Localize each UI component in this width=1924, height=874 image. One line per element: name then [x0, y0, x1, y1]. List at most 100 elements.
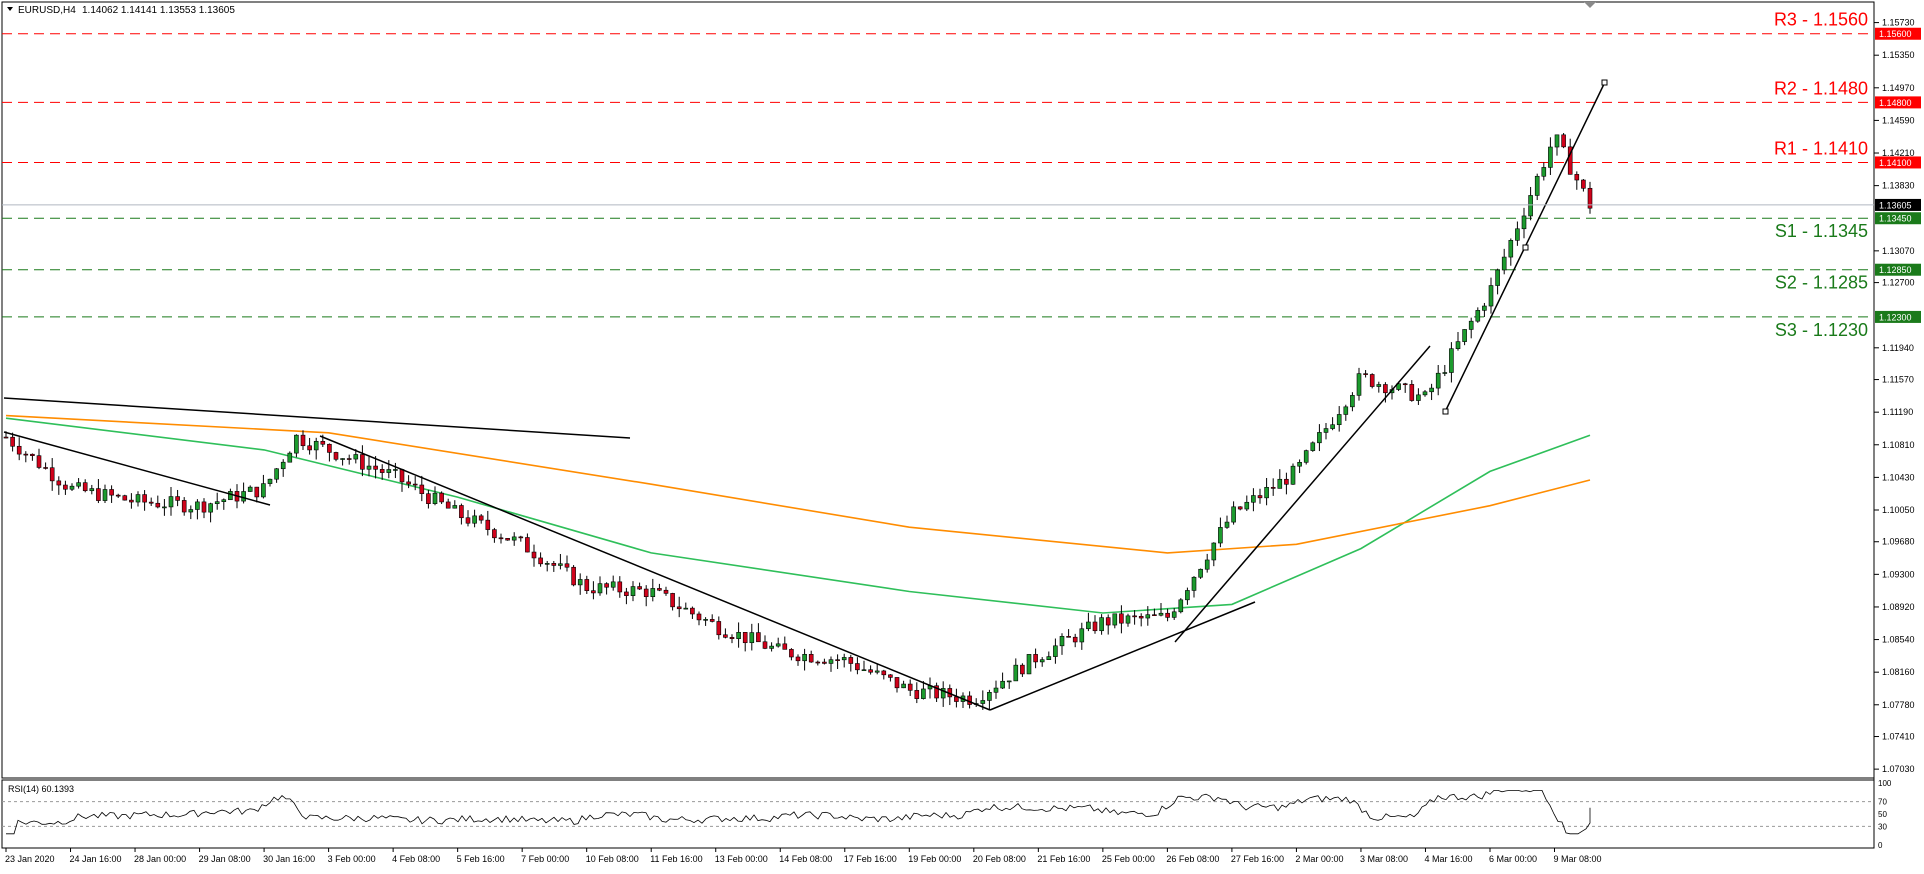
- candle-body: [1218, 527, 1223, 544]
- candle-body: [861, 669, 867, 672]
- candle-body: [49, 467, 55, 482]
- price-axis: 1.15730 1.15350 1.14970 1.14590 1.14210 1.138…: [1874, 18, 1915, 774]
- candle-body: [373, 465, 378, 470]
- candle-body: [1574, 174, 1580, 181]
- dropdown-triangle-icon[interactable]: [7, 7, 13, 11]
- candle-body: [1224, 521, 1230, 528]
- candle-body: [914, 690, 920, 699]
- candle-body: [195, 501, 200, 510]
- candle-body: [670, 593, 675, 608]
- price-tick-label: 1.10430: [1882, 472, 1915, 482]
- candle-body: [808, 654, 814, 663]
- candle-body: [1442, 372, 1448, 374]
- candle-body: [261, 483, 266, 498]
- candle-body: [1317, 432, 1322, 444]
- candle-body: [16, 445, 22, 455]
- time-tick-label: 17 Feb 16:00: [844, 854, 897, 864]
- candle-body: [280, 461, 286, 470]
- candle-body: [742, 632, 748, 644]
- candle-body: [723, 634, 728, 638]
- rsi-tick-label: 100: [1878, 779, 1892, 788]
- candle-body: [1165, 612, 1170, 618]
- candle-body: [1000, 680, 1005, 689]
- candle-body: [650, 588, 656, 598]
- price-tick-label: 1.13070: [1882, 246, 1915, 256]
- time-tick-label: 21 Feb 16:00: [1037, 854, 1090, 864]
- candle-body: [1548, 146, 1553, 168]
- candle-body: [1363, 373, 1368, 375]
- level-label-r3: R3 - 1.1560: [1774, 10, 1868, 30]
- candle-body: [254, 486, 260, 498]
- candle-body: [109, 489, 114, 496]
- trendline-handle[interactable]: [1601, 79, 1608, 86]
- candle-body: [333, 452, 339, 460]
- time-tick-label: 2 Mar 00:00: [1295, 854, 1343, 864]
- support-resistance-lines: [2, 33, 1874, 318]
- candle-body: [1079, 628, 1085, 643]
- level-tag-r1: [1875, 156, 1921, 169]
- time-tick-label: 3 Mar 08:00: [1360, 854, 1408, 864]
- candle-body: [10, 436, 15, 447]
- candle-body: [1112, 613, 1118, 626]
- candle-body: [1072, 636, 1078, 643]
- candle-body: [498, 537, 504, 540]
- candle-body: [294, 434, 299, 454]
- candle-body: [366, 465, 372, 470]
- candle-body: [577, 579, 583, 586]
- candle-body: [1059, 636, 1065, 647]
- candle-body: [888, 674, 893, 678]
- candle-body: [162, 506, 167, 509]
- level-label-s3: S3 - 1.1230: [1775, 320, 1868, 340]
- candle-body: [168, 496, 174, 508]
- candle-body: [1396, 383, 1401, 390]
- candle-body: [1383, 384, 1388, 394]
- level-label-s2: S2 - 1.1285: [1775, 273, 1868, 293]
- candle-body: [43, 467, 48, 469]
- candle-body: [1462, 329, 1467, 342]
- candle-body: [1039, 659, 1045, 663]
- candle-body: [313, 440, 319, 451]
- candle-body: [881, 670, 887, 676]
- trendline-handle[interactable]: [1522, 244, 1529, 251]
- candle-body: [907, 683, 913, 691]
- level-tag-r2: [1875, 96, 1921, 109]
- time-tick-label: 20 Feb 08:00: [973, 854, 1026, 864]
- candle-body: [874, 670, 880, 673]
- candle-body: [155, 502, 161, 508]
- symbol-label: EURUSD,H4: [18, 5, 76, 16]
- trendline-handle[interactable]: [1442, 408, 1449, 415]
- candle-body: [1303, 450, 1309, 463]
- candle-body: [122, 495, 128, 501]
- candle-body: [1422, 391, 1428, 396]
- candle-body: [1270, 487, 1276, 489]
- rsi-line: [6, 790, 1591, 835]
- candle-body: [637, 586, 642, 590]
- candle-body: [459, 505, 464, 519]
- candle-body: [1501, 256, 1507, 271]
- time-tick-label: 4 Mar 16:00: [1424, 854, 1472, 864]
- chart-shift-marker-icon[interactable]: [1584, 2, 1596, 8]
- ohlc-values: 1.14062 1.14141 1.13553 1.13605: [82, 5, 235, 16]
- candle-body: [1053, 645, 1058, 657]
- candle-body: [1033, 654, 1038, 663]
- candle-body: [782, 643, 788, 650]
- candle-body: [696, 613, 702, 621]
- candle-body: [789, 649, 794, 658]
- candle-body: [115, 494, 121, 497]
- candle-body: [1290, 465, 1296, 485]
- price-tick-label: 1.14970: [1882, 83, 1915, 93]
- candle-body: [716, 621, 722, 636]
- candle-body: [795, 656, 801, 662]
- trendline-up-mar: [1174, 345, 1431, 643]
- candle-body: [478, 515, 484, 521]
- candle-body: [472, 515, 477, 524]
- candle-body: [56, 480, 62, 486]
- candle-body: [452, 505, 458, 509]
- candle-body: [835, 659, 840, 661]
- level-labels: 1.15600 R3 - 1.1560 1.14800 R2 - 1.1480 1.14…: [1774, 10, 1921, 340]
- candle-body: [274, 468, 279, 480]
- current-price-tag: [1875, 198, 1921, 211]
- candle-body: [901, 683, 906, 689]
- price-panel-frame: [1, 1, 1875, 779]
- candle-body: [1528, 195, 1533, 217]
